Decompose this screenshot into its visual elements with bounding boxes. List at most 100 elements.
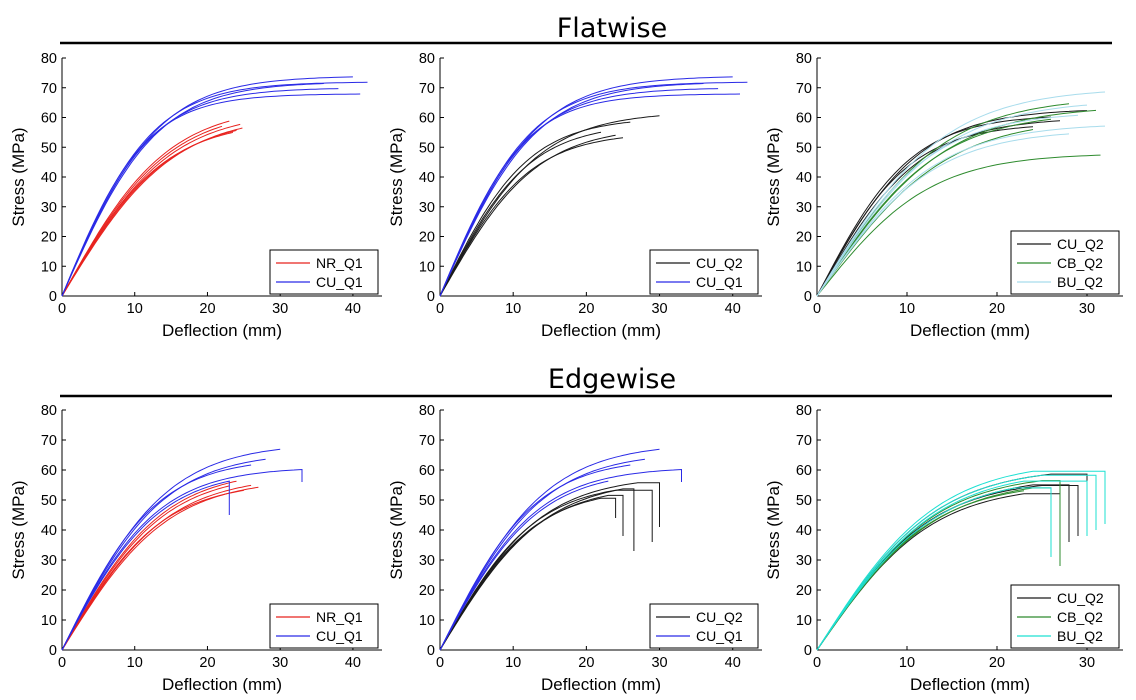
y-axis-label: Stress (MPa) [9,127,28,226]
y-tick-label: 60 [796,463,812,479]
legend: CU_Q2 CU_Q1 [649,249,759,295]
legend: NR_Q1 CU_Q1 [269,249,379,295]
series-CU_Q1 [61,448,303,651]
data-curve [816,118,1052,297]
data-curve [816,487,1052,651]
series-NR_Q1 [61,480,259,651]
data-curve [816,133,1070,297]
data-curve [61,131,234,297]
y-axis-label: Stress (MPa) [9,480,28,579]
y-tick-label: 30 [419,200,435,216]
legend-label: NR_Q1 [316,609,363,625]
x-tick-label: 30 [272,655,288,671]
y-tick-label: 70 [41,433,57,449]
data-curve [816,474,1097,651]
data-curve [439,464,631,651]
data-curve [816,116,1052,297]
y-tick-label: 10 [41,613,57,629]
data-curve [439,489,653,651]
data-curve [816,154,1101,297]
legend-label: CU_Q1 [696,628,743,644]
x-tick-label: 20 [989,655,1005,671]
legend-label: CU_Q2 [696,609,743,625]
y-tick-label: 0 [804,643,812,659]
legend-box [269,603,379,649]
y-tick-label: 0 [49,289,57,305]
series-CU_Q2 [439,482,660,651]
legend: CU_Q2 CB_Q2 BU_Q2 [1010,584,1120,649]
data-curve [439,134,616,297]
x-tick-label: 30 [651,301,667,317]
chart-panel-4: 0 10 20 30 40 50 60 70 80 0 10 20 30 40 Deflection (mm… [9,403,382,694]
data-curve [61,127,243,297]
data-curve [439,448,660,651]
data-curve [439,482,660,651]
y-tick-label: 80 [41,51,57,67]
chart-panel-1: 0 10 20 30 40 50 60 70 80 0 10 20 30 40 Deflection (mm… [9,51,382,340]
y-tick-label: 10 [41,259,57,275]
data-curve [439,88,719,297]
y-axis-label: Stress (MPa) [764,127,783,226]
y-tick-label: 0 [427,289,435,305]
data-curve [61,484,252,651]
x-axis-label: Deflection (mm) [162,321,282,340]
y-tick-label: 20 [796,230,812,246]
y-tick-label: 30 [796,200,812,216]
data-curve [816,91,1106,297]
y-tick-label: 40 [796,170,812,186]
x-tick-label: 40 [725,655,741,671]
y-tick-label: 20 [41,230,57,246]
legend: CU_Q2 CU_Q1 [649,603,759,649]
data-curve [61,123,241,297]
y-tick-label: 60 [419,463,435,479]
data-curve [816,470,1106,651]
x-tick-label: 0 [436,655,444,671]
x-axis-label: Deflection (mm) [541,321,661,340]
x-tick-label: 20 [578,655,594,671]
data-curve [439,494,624,651]
series-NR_Q1 [61,120,243,297]
y-tick-label: 10 [419,613,435,629]
y-tick-label: 40 [41,170,57,186]
x-tick-label: 0 [436,301,444,317]
data-curve [61,480,230,651]
y-tick-label: 80 [419,403,435,419]
data-curve [61,485,230,651]
data-curve [61,458,266,651]
data-curve [439,115,660,297]
section-title-edgewise: Edgewise [548,364,676,395]
y-tick-label: 30 [796,553,812,569]
data-curve [61,120,230,297]
x-tick-label: 20 [199,301,215,317]
y-tick-label: 10 [796,259,812,275]
y-tick-label: 60 [796,111,812,127]
legend-label: CU_Q2 [1057,236,1104,252]
legend: CU_Q2 CB_Q2 BU_Q2 [1010,230,1120,295]
x-tick-label: 40 [725,301,741,317]
chart-panel-5: 0 10 20 30 40 50 60 70 80 0 10 20 30 40 Deflection (mm… [387,403,762,694]
y-tick-label: 20 [419,583,435,599]
y-tick-label: 30 [419,553,435,569]
data-curve [816,126,1034,297]
series-CU_Q1 [61,76,368,297]
x-axis-label: Deflection (mm) [910,321,1030,340]
data-curve [816,114,1079,297]
series-CU_Q2 [439,115,660,297]
chart-panel-2: 0 10 20 30 40 50 60 70 80 0 10 20 30 40 Deflection (mm… [387,51,762,340]
y-tick-label: 80 [41,403,57,419]
data-curve [61,88,339,297]
x-tick-label: 30 [272,301,288,317]
y-tick-label: 10 [796,613,812,629]
data-curve [61,125,223,297]
data-curve [816,480,1088,651]
x-tick-label: 20 [578,301,594,317]
data-curve [439,480,609,651]
data-curve [439,121,631,297]
data-curve [439,458,645,651]
y-tick-label: 80 [796,51,812,67]
data-curve [439,83,704,297]
data-curve [61,464,252,651]
x-tick-label: 0 [813,655,821,671]
y-tick-label: 80 [419,51,435,67]
